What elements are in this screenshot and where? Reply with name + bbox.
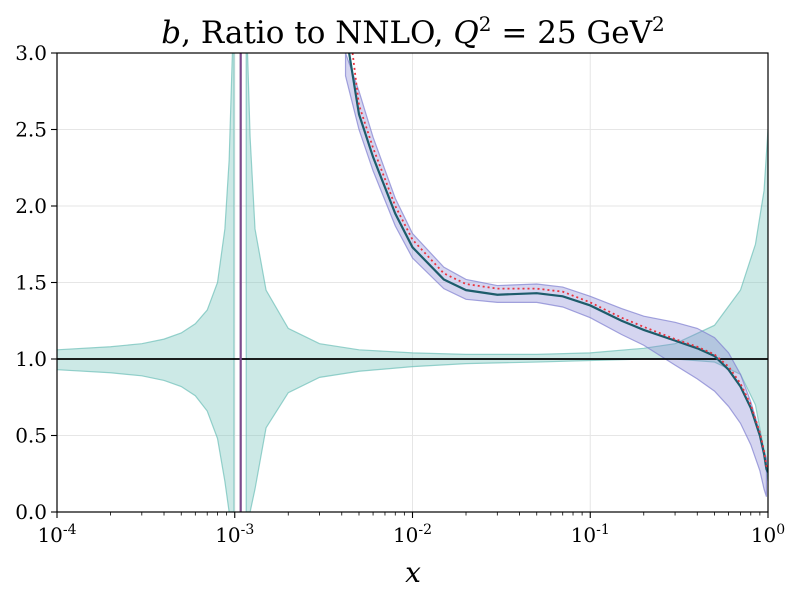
y-tick-label: 0.5 bbox=[15, 424, 47, 448]
y-tick-label: 1.0 bbox=[15, 347, 47, 371]
title-q: Q bbox=[453, 15, 478, 51]
teal-uncertainty-band bbox=[57, 53, 235, 512]
teal-uncertainty-band bbox=[245, 53, 768, 512]
series bbox=[239, 53, 768, 512]
x-tick-label: 10-4 bbox=[37, 522, 76, 547]
x-tick-base: 10 bbox=[37, 523, 62, 547]
x-tick-base: 10 bbox=[571, 523, 596, 547]
x-tick-base: 10 bbox=[751, 523, 776, 547]
x-tick-label: 100 bbox=[751, 522, 785, 547]
x-tick-label: 10-2 bbox=[393, 522, 432, 547]
x-tick-base: 10 bbox=[215, 523, 240, 547]
chart-title: b, Ratio to NNLO, Q2 = 25 GeV2 bbox=[161, 12, 664, 51]
ticks bbox=[51, 52, 769, 518]
y-tick-label: 2.5 bbox=[15, 118, 47, 142]
title-gev-sup: 2 bbox=[652, 12, 665, 36]
x-tick-exponent: -2 bbox=[418, 522, 432, 538]
x-tick-label: 10-1 bbox=[571, 522, 610, 547]
y-tick-label: 1.5 bbox=[15, 271, 47, 295]
central-line bbox=[348, 53, 768, 473]
y-tick-label: 0.0 bbox=[15, 500, 47, 524]
y-tick-labels: 0.0 0.5 1.0 1.5 2.0 2.5 3.0 bbox=[15, 41, 47, 524]
x-tick-exponent: 0 bbox=[776, 522, 785, 538]
x-axis-label: x bbox=[405, 556, 421, 589]
grid bbox=[57, 53, 768, 512]
x-tick-exponent: -1 bbox=[596, 522, 610, 538]
title-q-sup: 2 bbox=[479, 12, 492, 36]
y-tick-label: 3.0 bbox=[15, 41, 47, 65]
x-tick-exponent: -3 bbox=[241, 522, 255, 538]
x-tick-base: 10 bbox=[393, 523, 418, 547]
x-tick-label: 10-3 bbox=[215, 522, 254, 547]
title-text: , Ratio to NNLO, bbox=[181, 15, 453, 51]
bands bbox=[57, 53, 768, 512]
blue-uncertainty-band bbox=[344, 53, 768, 497]
title-var: b bbox=[161, 15, 181, 51]
y-tick-label: 2.0 bbox=[15, 194, 47, 218]
x-tick-exponent: -4 bbox=[63, 522, 77, 538]
x-tick-labels: 10-4 10-3 10-2 10-1 100 bbox=[37, 522, 785, 547]
title-eq: = 25 GeV bbox=[492, 15, 653, 51]
